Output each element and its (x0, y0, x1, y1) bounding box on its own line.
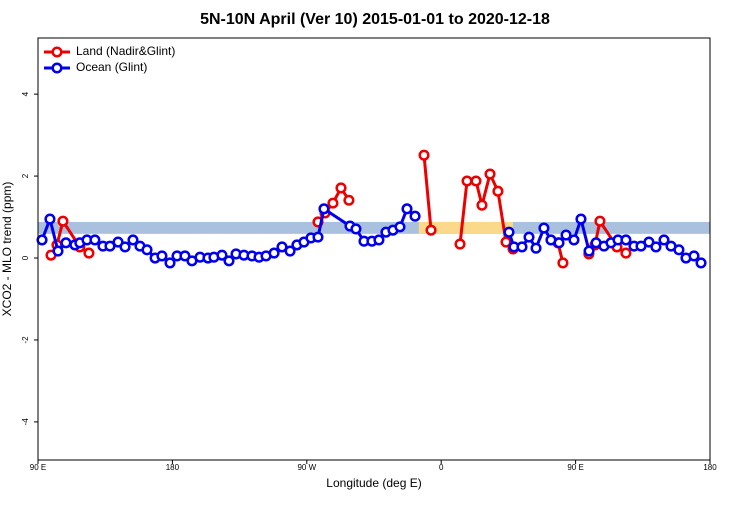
point (503, 226, 515, 238)
point (164, 257, 176, 269)
x-tick-label: 90 W (297, 463, 316, 472)
lines (36, 149, 707, 269)
point (373, 234, 385, 246)
x-tick-label: 90 E (30, 463, 46, 472)
legend-label: Land (Nadir&Glint) (76, 44, 175, 58)
point (530, 242, 542, 254)
y-tick-label: -4 (21, 418, 30, 426)
point (223, 255, 235, 267)
y-tick-label: 4 (21, 91, 30, 96)
point (141, 244, 153, 256)
point (327, 197, 339, 209)
legend-marker (51, 62, 63, 74)
point (594, 215, 606, 227)
legend-marker (51, 46, 63, 58)
point (312, 231, 324, 243)
point (557, 257, 569, 269)
point (575, 213, 587, 225)
chart-title: 5N-10N April (Ver 10) 2015-01-01 to 2020… (200, 11, 550, 28)
point (673, 244, 685, 256)
point (470, 175, 482, 187)
y-tick-label: 2 (21, 173, 30, 178)
point (492, 185, 504, 197)
point (620, 247, 632, 259)
axes: 90 E 180 90 W 0 90 E 180 -4 -2 0 2 4 (21, 91, 717, 472)
x-tick-label: 0 (439, 463, 444, 472)
point (523, 231, 535, 243)
point (418, 149, 430, 161)
point (454, 238, 466, 250)
point (335, 182, 347, 194)
point (553, 237, 565, 249)
point (650, 241, 662, 253)
point (36, 234, 48, 246)
point (179, 250, 191, 262)
point (57, 215, 69, 227)
y-axis-label: XCO2 - MLO trend (ppm) (0, 182, 14, 317)
point (112, 236, 124, 248)
band (418, 221, 513, 234)
legend-label: Ocean (Glint) (76, 60, 147, 74)
bands (38, 221, 710, 234)
point (516, 241, 528, 253)
point (52, 245, 64, 257)
point (60, 237, 72, 249)
point (476, 199, 488, 211)
point (104, 240, 116, 252)
legend: Land (Nadir&Glint) Ocean (Glint) (44, 44, 175, 74)
point (500, 236, 512, 248)
y-tick-label: -2 (21, 336, 30, 344)
point (643, 236, 655, 248)
point (538, 222, 550, 234)
point (156, 250, 168, 262)
point (484, 168, 496, 180)
point (318, 203, 330, 215)
y-tick-label: 0 (21, 255, 30, 260)
point (343, 194, 355, 206)
point (695, 257, 707, 269)
x-axis-label: Longitude (deg E) (326, 476, 421, 490)
point (688, 250, 700, 262)
point (658, 234, 670, 246)
point (83, 247, 95, 259)
point (89, 234, 101, 246)
plot-frame (37, 37, 711, 461)
point (216, 249, 228, 261)
point (560, 229, 572, 241)
point (568, 234, 580, 246)
band (38, 221, 710, 234)
x-tick-label: 180 (166, 463, 180, 472)
point (461, 175, 473, 187)
point (276, 241, 288, 253)
x-tick-label: 180 (703, 463, 717, 472)
point (401, 203, 413, 215)
point (409, 210, 421, 222)
point (583, 245, 595, 257)
point (350, 223, 362, 235)
x-tick-label: 90 E (567, 463, 583, 472)
point (44, 213, 56, 225)
point (119, 241, 131, 253)
point (425, 224, 437, 236)
point (394, 221, 406, 233)
point (127, 234, 139, 246)
point (620, 234, 632, 246)
point (284, 245, 296, 257)
point (268, 247, 280, 259)
